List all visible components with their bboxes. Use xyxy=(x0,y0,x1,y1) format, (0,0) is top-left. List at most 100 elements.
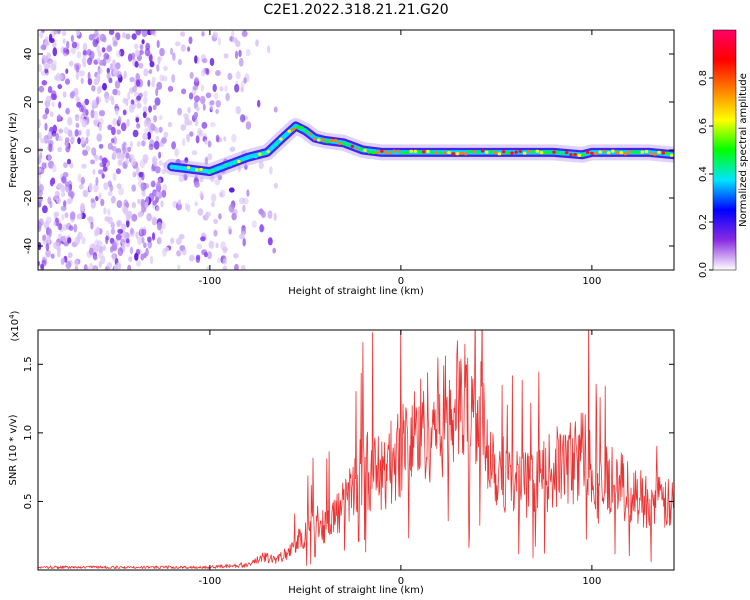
trace-spot xyxy=(354,147,359,151)
noise-mark xyxy=(115,107,119,116)
noise-mark xyxy=(206,211,212,217)
noise-mark xyxy=(43,234,46,242)
noise-mark xyxy=(47,131,52,141)
noise-mark xyxy=(74,63,80,70)
noise-mark xyxy=(62,171,69,178)
noise-mark xyxy=(101,157,108,164)
trace-spot xyxy=(430,150,435,154)
noise-mark xyxy=(227,72,233,81)
noise-mark xyxy=(178,199,182,206)
trace-spot xyxy=(464,152,468,156)
trace-spot xyxy=(190,168,195,172)
noise-mark xyxy=(79,115,84,123)
noise-mark xyxy=(135,117,140,123)
noise-mark xyxy=(121,143,126,151)
trace-spot xyxy=(493,151,498,155)
trace-spot xyxy=(447,151,451,155)
noise-mark xyxy=(193,111,199,119)
noise-mark xyxy=(224,85,228,92)
noise-mark xyxy=(117,228,124,234)
trace-spot xyxy=(317,138,321,142)
noise-mark xyxy=(158,151,162,159)
noise-mark xyxy=(65,107,70,115)
trace-spot xyxy=(363,148,367,153)
noise-mark xyxy=(95,176,99,186)
noise-mark xyxy=(97,169,104,175)
trace-spot xyxy=(611,149,615,153)
trace-spot xyxy=(228,163,233,167)
trace-spot xyxy=(543,151,548,155)
trace-spot xyxy=(669,153,674,157)
noise-mark xyxy=(97,50,102,58)
noise-mark xyxy=(178,175,185,183)
noise-mark xyxy=(130,157,136,167)
noise-mark xyxy=(215,108,219,115)
noise-mark xyxy=(40,137,46,144)
noise-mark xyxy=(156,181,161,190)
noise-mark xyxy=(112,254,116,262)
noise-mark xyxy=(154,166,161,174)
noise-mark xyxy=(56,197,61,204)
trace-spot xyxy=(434,151,439,155)
snr-xtick-label: 100 xyxy=(582,576,601,587)
noise-mark xyxy=(130,99,135,105)
noise-mark xyxy=(107,208,111,216)
noise-mark xyxy=(87,78,93,86)
noise-mark xyxy=(73,223,78,233)
trace-spot xyxy=(644,149,649,154)
noise-mark xyxy=(142,154,149,163)
noise-mark xyxy=(219,86,224,92)
noise-mark xyxy=(93,78,100,86)
noise-mark xyxy=(114,80,120,89)
noise-mark xyxy=(53,94,57,100)
noise-mark xyxy=(158,126,163,133)
noise-mark xyxy=(187,107,191,114)
spec-ytick-label: 0 xyxy=(23,147,34,153)
noise-mark xyxy=(207,140,212,148)
noise-mark xyxy=(80,136,85,145)
noise-mark xyxy=(240,228,247,236)
noise-mark xyxy=(143,96,148,105)
noise-mark xyxy=(212,83,217,93)
noise-mark xyxy=(161,137,167,144)
noise-mark xyxy=(196,127,203,137)
noise-mark xyxy=(144,201,149,208)
noise-mark xyxy=(54,241,60,250)
noise-mark xyxy=(112,118,118,126)
noise-mark xyxy=(160,200,164,208)
noise-mark xyxy=(176,250,182,257)
noise-mark xyxy=(237,165,241,173)
noise-mark xyxy=(66,40,70,50)
noise-mark xyxy=(223,136,227,142)
noise-mark xyxy=(228,187,235,193)
noise-mark xyxy=(187,46,191,52)
noise-mark xyxy=(131,33,137,40)
noise-mark xyxy=(211,201,215,208)
trace-spot xyxy=(220,165,224,170)
snr-line xyxy=(38,330,674,569)
noise-mark xyxy=(41,80,48,86)
noise-mark xyxy=(83,264,88,270)
spectrogram-ticks: -100 0 100 -40 -20 0 20 40 xyxy=(23,30,674,287)
noise-mark xyxy=(212,31,218,39)
trace-spot xyxy=(606,151,611,155)
noise-mark xyxy=(131,184,137,192)
noise-mark xyxy=(38,196,43,204)
noise-mark xyxy=(273,212,277,221)
noise-mark xyxy=(110,221,116,230)
noise-mark xyxy=(106,261,113,270)
noise-mark xyxy=(93,183,99,193)
noise-mark xyxy=(69,162,74,169)
noise-mark xyxy=(199,190,204,199)
noise-mark xyxy=(45,243,50,252)
trace-spot xyxy=(514,150,518,154)
noise-mark xyxy=(58,101,62,109)
noise-mark xyxy=(180,124,187,131)
trace-spot xyxy=(632,150,636,154)
trace-spot xyxy=(640,150,645,154)
noise-mark xyxy=(241,264,246,270)
noise-mark xyxy=(110,137,115,144)
noise-mark xyxy=(110,228,116,235)
trace-spot xyxy=(274,142,279,146)
noise-mark xyxy=(68,60,74,67)
